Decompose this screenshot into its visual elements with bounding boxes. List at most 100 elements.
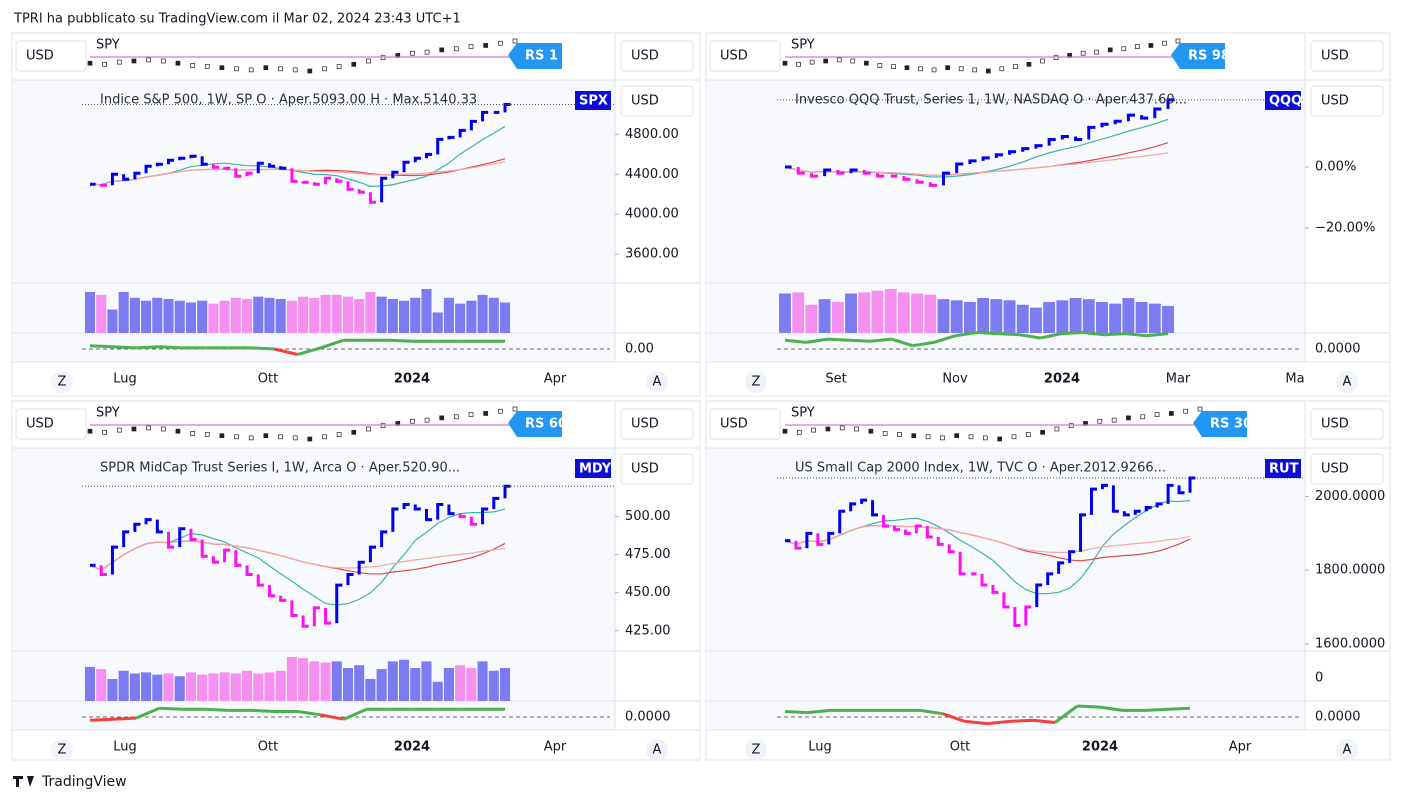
price-bar	[368, 545, 377, 563]
y-tick-label: 475.00	[625, 547, 671, 562]
x-tick-label: Set	[825, 372, 846, 387]
currency-button[interactable]	[709, 408, 781, 440]
zoom-button[interactable]	[745, 739, 767, 761]
auto-label[interactable]: A	[653, 375, 662, 390]
osc-segment	[869, 337, 892, 343]
auto-button[interactable]	[1336, 371, 1358, 393]
volume-bar	[107, 679, 118, 701]
price-bar	[1166, 483, 1174, 504]
currency-button-label[interactable]: USD	[26, 417, 54, 432]
auto-button[interactable]	[646, 739, 668, 761]
y-tick-label: 4400.00	[625, 167, 679, 182]
volume-bar	[230, 297, 241, 333]
volume-bar	[399, 659, 410, 701]
benchmark-candle	[850, 58, 856, 64]
price-bar	[245, 565, 253, 576]
benchmark-candle	[351, 61, 357, 67]
benchmark-candle	[483, 411, 489, 416]
benchmark-candle	[997, 436, 1003, 442]
osc-segment	[1144, 707, 1168, 712]
volume-bar	[410, 668, 421, 701]
benchmark-candle	[1025, 432, 1031, 437]
header-text: TPRI ha pubblicato su TradingView.com il…	[13, 12, 461, 27]
benchmark-candle	[1040, 58, 1045, 64]
benchmark-candle	[497, 40, 503, 46]
chart-title: US Small Cap 2000 Index, 1W, TVC O · Ape…	[795, 461, 1166, 476]
volume-bar	[499, 302, 511, 333]
zoom-button[interactable]	[51, 739, 73, 761]
osc-tick-label: 0.0000	[1315, 710, 1361, 725]
zoom-label[interactable]: Z	[58, 375, 67, 390]
osc-segment	[954, 331, 977, 338]
osc-segment	[1077, 704, 1101, 709]
currency-button[interactable]	[1310, 408, 1384, 440]
osc-segment	[297, 346, 321, 356]
benchmark-candle	[410, 50, 415, 56]
auto-label[interactable]: A	[1343, 743, 1352, 758]
benchmark-candle	[904, 65, 910, 71]
osc-segment	[848, 338, 871, 343]
benchmark-candle	[512, 38, 518, 44]
x-tick-label: Ott	[950, 740, 970, 755]
currency-button[interactable]	[620, 408, 694, 440]
auto-button[interactable]	[1336, 739, 1358, 761]
currency-button[interactable]	[620, 40, 694, 72]
benchmark-label: SPY	[96, 406, 120, 421]
price-bar	[1140, 115, 1149, 120]
volume-bar	[884, 289, 897, 333]
currency-button[interactable]	[1310, 40, 1384, 72]
scale-button[interactable]	[1310, 453, 1384, 485]
benchmark-candle	[1068, 423, 1074, 429]
auto-button[interactable]	[646, 371, 668, 393]
scale-button[interactable]	[1310, 85, 1384, 117]
price-bar	[424, 509, 433, 522]
scale-button-label[interactable]: USD	[631, 94, 659, 109]
price-bar	[1100, 122, 1109, 128]
price-bar	[903, 529, 911, 535]
currency-button-label[interactable]: USD	[1321, 417, 1349, 432]
x-tick-label: Ott	[258, 372, 278, 387]
currency-button-label[interactable]: USD	[720, 417, 748, 432]
zoom-label[interactable]: Z	[752, 375, 761, 390]
price-bar	[1024, 605, 1032, 626]
benchmark-candle	[380, 423, 386, 429]
price-bar	[1155, 502, 1163, 508]
scale-button-label[interactable]: USD	[1321, 462, 1349, 477]
currency-button-label[interactable]: USD	[631, 417, 659, 432]
auto-label[interactable]: A	[1343, 375, 1352, 390]
benchmark-candle	[897, 432, 902, 437]
zoom-label[interactable]: Z	[752, 743, 761, 758]
currency-button-label[interactable]: USD	[720, 49, 748, 64]
currency-button-label[interactable]: USD	[26, 49, 54, 64]
currency-button[interactable]	[15, 408, 87, 440]
y-tick-label: 425.00	[625, 623, 671, 638]
volume-bar	[499, 668, 511, 701]
price-bar	[882, 514, 889, 528]
currency-button-label[interactable]: USD	[1321, 49, 1349, 64]
volume-bar	[455, 665, 466, 701]
scale-button[interactable]	[620, 453, 694, 485]
price-bar	[245, 171, 253, 177]
scale-button[interactable]	[620, 85, 694, 117]
currency-button[interactable]	[709, 40, 781, 72]
auto-label[interactable]: A	[653, 743, 662, 758]
moving-average	[784, 152, 1169, 176]
benchmark-candle	[1140, 414, 1146, 420]
price-bar	[391, 507, 399, 532]
scale-button-label[interactable]: USD	[631, 462, 659, 477]
chart-panel: USD USD USD SPY RS 60 500.00 475.00 450.00 425.0…	[11, 400, 701, 761]
scale-button-label[interactable]: USD	[1321, 94, 1349, 109]
osc-segment	[159, 706, 183, 711]
zoom-button[interactable]	[51, 371, 73, 393]
benchmark-candle	[190, 431, 195, 436]
volume-bar	[410, 297, 421, 333]
volume-bar	[84, 666, 96, 701]
currency-button-label[interactable]: USD	[631, 49, 659, 64]
zoom-button[interactable]	[745, 371, 767, 393]
benchmark-candle	[366, 426, 371, 432]
x-tick-label: Ma	[1285, 372, 1304, 387]
volume-bar	[298, 296, 309, 333]
currency-button[interactable]	[15, 40, 87, 72]
zoom-label[interactable]: Z	[58, 743, 67, 758]
benchmark-candle	[811, 427, 816, 433]
